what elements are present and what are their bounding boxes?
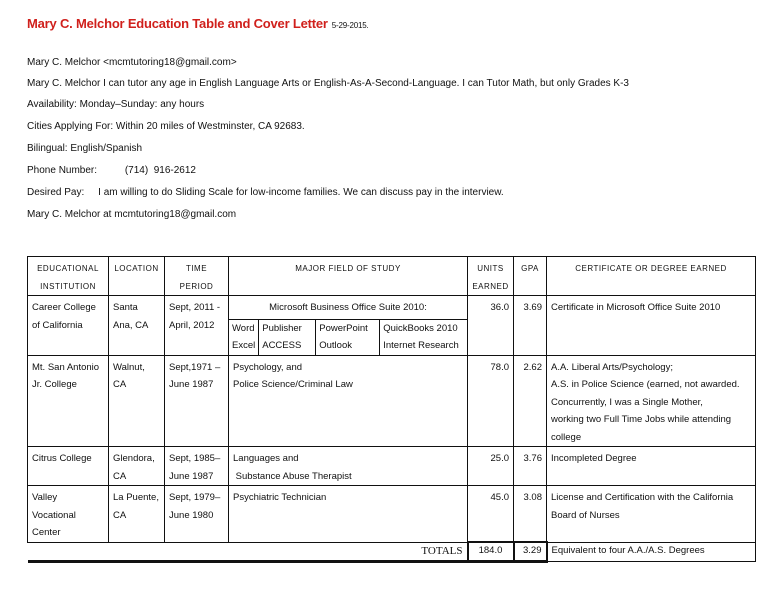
table-row: Career College of California Santa Ana, …	[27, 295, 756, 356]
units-cell: 45.0	[467, 485, 514, 543]
cert-cell: License and Certification with the Calif…	[546, 485, 756, 543]
bilingual-line: Bilingual: English/Spanish	[27, 143, 143, 154]
software-cell: QuickBooks 2010 Internet Research	[379, 318, 467, 355]
totals-label: TOTALS	[27, 541, 469, 563]
title-text: Mary C. Melchor Education Table and Cove…	[27, 16, 328, 31]
period-cell: Sept, 1985– June 1987	[164, 446, 229, 486]
units-cell: 25.0	[467, 446, 514, 486]
period-cell: Sept,1971 – June 1987	[164, 354, 229, 447]
software-cell: Publisher ACCESS	[258, 318, 317, 355]
major-text: Microsoft Business Office Suite 2010:	[269, 302, 427, 313]
document-date: 5-29-2015.	[331, 21, 369, 30]
software-cell: Word Excel	[229, 318, 260, 355]
gpa-cell: 3.69	[513, 295, 547, 356]
document-title: Mary C. Melchor Education Table and Cove…	[27, 16, 369, 31]
institution-cell: Citrus College	[27, 446, 109, 486]
major-cell: Microsoft Business Office Suite 2010: Wo…	[228, 295, 468, 356]
major-cell: Languages and Substance Abuse Therapist	[228, 446, 468, 486]
header-gpa: GPA	[513, 256, 547, 296]
totals-units: 184.0	[466, 541, 515, 563]
location-cell: La Puente, CA	[108, 485, 165, 543]
cert-cell: Certificate in Microsoft Office Suite 20…	[546, 295, 756, 356]
major-cell: Psychiatric Technician	[228, 485, 468, 543]
header-institution: EDUCATIONAL INSTITUTION	[27, 256, 109, 296]
phone-line: Phone Number: (714) 916-2612	[27, 165, 196, 176]
units-cell: 78.0	[467, 354, 514, 447]
period-cell: Sept, 1979– June 1980	[164, 485, 229, 543]
contact-line: Mary C. Melchor at mcmtutoring18@gmail.c…	[27, 209, 237, 220]
header-major: MAJOR FIELD OF STUDY	[228, 256, 468, 296]
institution-cell: Career College of California	[27, 295, 109, 356]
location-cell: Glendora, CA	[108, 446, 165, 486]
units-cell: 36.0	[467, 295, 514, 356]
header-period: TIME PERIOD	[164, 256, 229, 296]
major-cell: Psychology, and Police Science/Criminal …	[228, 354, 468, 447]
totals-gpa: 3.29	[512, 541, 548, 563]
table-row: Citrus College Glendora, CA Sept, 1985– …	[27, 446, 756, 486]
cities-line: Cities Applying For: Within 20 miles of …	[27, 121, 305, 132]
header-location: LOCATION	[108, 256, 165, 296]
cert-cell: A.A. Liberal Arts/Psychology; A.S. in Po…	[546, 354, 756, 447]
cert-cell: Incompleted Degree	[546, 446, 756, 486]
gpa-cell: 3.76	[513, 446, 547, 486]
totals-cert: Equivalent to four A.A./A.S. Degrees	[546, 541, 756, 562]
location-cell: Walnut, CA	[108, 354, 165, 447]
gpa-cell: 3.08	[513, 485, 547, 543]
email-line: Mary C. Melchor <mcmtutoring18@gmail.com…	[27, 57, 237, 68]
period-cell: Sept, 2011 - April, 2012	[164, 295, 229, 356]
education-table: EDUCATIONAL INSTITUTION LOCATION TIME PE…	[27, 256, 756, 563]
pay-line: Desired Pay: I am willing to do Sliding …	[27, 187, 504, 198]
availability-line: Availability: Monday–Sunday: any hours	[27, 99, 205, 110]
software-cell: PowerPoint Outlook	[315, 318, 381, 355]
header-row: EDUCATIONAL INSTITUTION LOCATION TIME PE…	[27, 256, 756, 296]
software-subtable: Word Excel Publisher ACCESS PowerPoint O…	[229, 318, 467, 355]
table-row: Valley Vocational Center La Puente, CA S…	[27, 485, 756, 543]
institution-cell: Valley Vocational Center	[27, 485, 109, 543]
header-cert: CERTIFICATE OR DEGREE EARNED	[546, 256, 756, 296]
location-cell: Santa Ana, CA	[108, 295, 165, 356]
header-units: UNITS EARNED	[467, 256, 514, 296]
tutoring-line: Mary C. Melchor I can tutor any age in E…	[27, 78, 629, 89]
institution-cell: Mt. San Antonio Jr. College	[27, 354, 109, 447]
totals-row: TOTALS 184.0 3.29 Equivalent to four A.A…	[27, 541, 756, 563]
gpa-cell: 2.62	[513, 354, 547, 447]
table-row: Mt. San Antonio Jr. College Walnut, CA S…	[27, 354, 756, 447]
